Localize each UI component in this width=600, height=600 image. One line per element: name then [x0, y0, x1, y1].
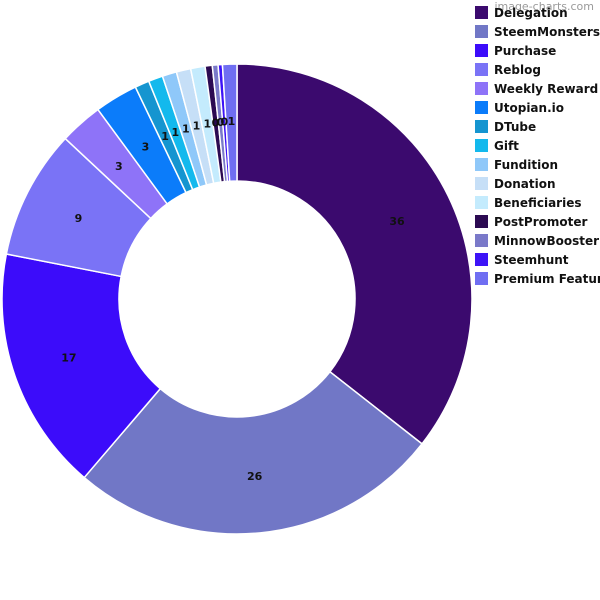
legend-label: Reblog	[494, 62, 541, 77]
legend-label: Donation	[494, 176, 556, 191]
legend-label: Premium Feature	[494, 271, 600, 286]
legend-swatch	[475, 139, 488, 152]
chart-legend: Delegation SteemMonsters Purchase Reblog Wee…	[475, 3, 600, 288]
legend-label: Beneficiaries	[494, 195, 582, 210]
legend-swatch	[475, 82, 488, 95]
legend-item-weekly-reward: Weekly Reward	[475, 79, 600, 98]
legend-label: PostPromoter	[494, 214, 588, 229]
legend-item-utopian-io: Utopian.io	[475, 98, 600, 117]
data-label-postpromoter: 0	[212, 116, 220, 129]
legend-label: MinnowBooster	[494, 233, 600, 248]
legend-item-donation: Donation	[475, 174, 600, 193]
data-label-dtube: 1	[161, 130, 169, 143]
legend-swatch	[475, 177, 488, 190]
data-label-weekly-reward: 3	[115, 160, 123, 173]
legend-item-reblog: Reblog	[475, 60, 600, 79]
data-label-utopian-io: 3	[142, 140, 150, 153]
legend-item-fundition: Fundition	[475, 155, 600, 174]
slice-steemmonsters	[83, 370, 424, 535]
data-label-fundition: 1	[182, 123, 190, 136]
data-label-minnowbooster: 0	[217, 116, 225, 129]
legend-item-gift: Gift	[475, 136, 600, 155]
data-label-gift: 1	[171, 126, 179, 139]
legend-swatch	[475, 158, 488, 171]
legend-item-minnowbooster: MinnowBooster	[475, 231, 600, 250]
legend-label: Utopian.io	[494, 100, 564, 115]
legend-swatch	[475, 6, 488, 19]
legend-swatch	[475, 101, 488, 114]
legend-swatch	[475, 234, 488, 247]
slice-premium-feature	[221, 63, 238, 183]
legend-item-premium-feature: Premium Feature	[475, 269, 600, 288]
legend-swatch	[475, 63, 488, 76]
legend-label: Weekly Reward	[494, 81, 599, 96]
legend-swatch	[475, 44, 488, 57]
data-label-donation: 1	[193, 120, 201, 133]
data-label-steemhunt: 0	[220, 115, 228, 128]
legend-swatch	[475, 215, 488, 228]
legend-item-steemhunt: Steemhunt	[475, 250, 600, 269]
watermark: image-charts.com	[494, 0, 594, 13]
slice-delegation	[236, 63, 473, 445]
legend-label: SteemMonsters	[494, 24, 600, 39]
data-label-delegation: 36	[389, 215, 405, 228]
legend-item-steemmonsters: SteemMonsters	[475, 22, 600, 41]
legend-swatch	[475, 120, 488, 133]
legend-swatch	[475, 25, 488, 38]
slice-purchase	[1, 253, 162, 479]
legend-swatch	[475, 272, 488, 285]
legend-item-postpromoter: PostPromoter	[475, 212, 600, 231]
data-label-beneficiaries: 1	[203, 117, 211, 130]
legend-label: Purchase	[494, 43, 557, 58]
legend-label: Gift	[494, 138, 519, 153]
data-label-purchase: 17	[61, 352, 76, 365]
legend-item-delegation: Delegation	[475, 3, 600, 22]
legend-swatch	[475, 253, 488, 266]
chart-slices	[1, 63, 473, 535]
legend-label: Delegation	[494, 5, 568, 20]
legend-item-beneficiaries: Beneficiaries	[475, 193, 600, 212]
legend-item-dtube: DTube	[475, 117, 600, 136]
legend-item-purchase: Purchase	[475, 41, 600, 60]
legend-label: Steemhunt	[494, 252, 569, 267]
legend-label: DTube	[494, 119, 537, 134]
data-label-steemmonsters: 26	[247, 470, 263, 483]
legend-swatch	[475, 196, 488, 209]
data-label-reblog: 9	[75, 212, 83, 225]
legend-label: Fundition	[494, 157, 559, 172]
data-label-premium-feature: 1	[228, 115, 236, 128]
